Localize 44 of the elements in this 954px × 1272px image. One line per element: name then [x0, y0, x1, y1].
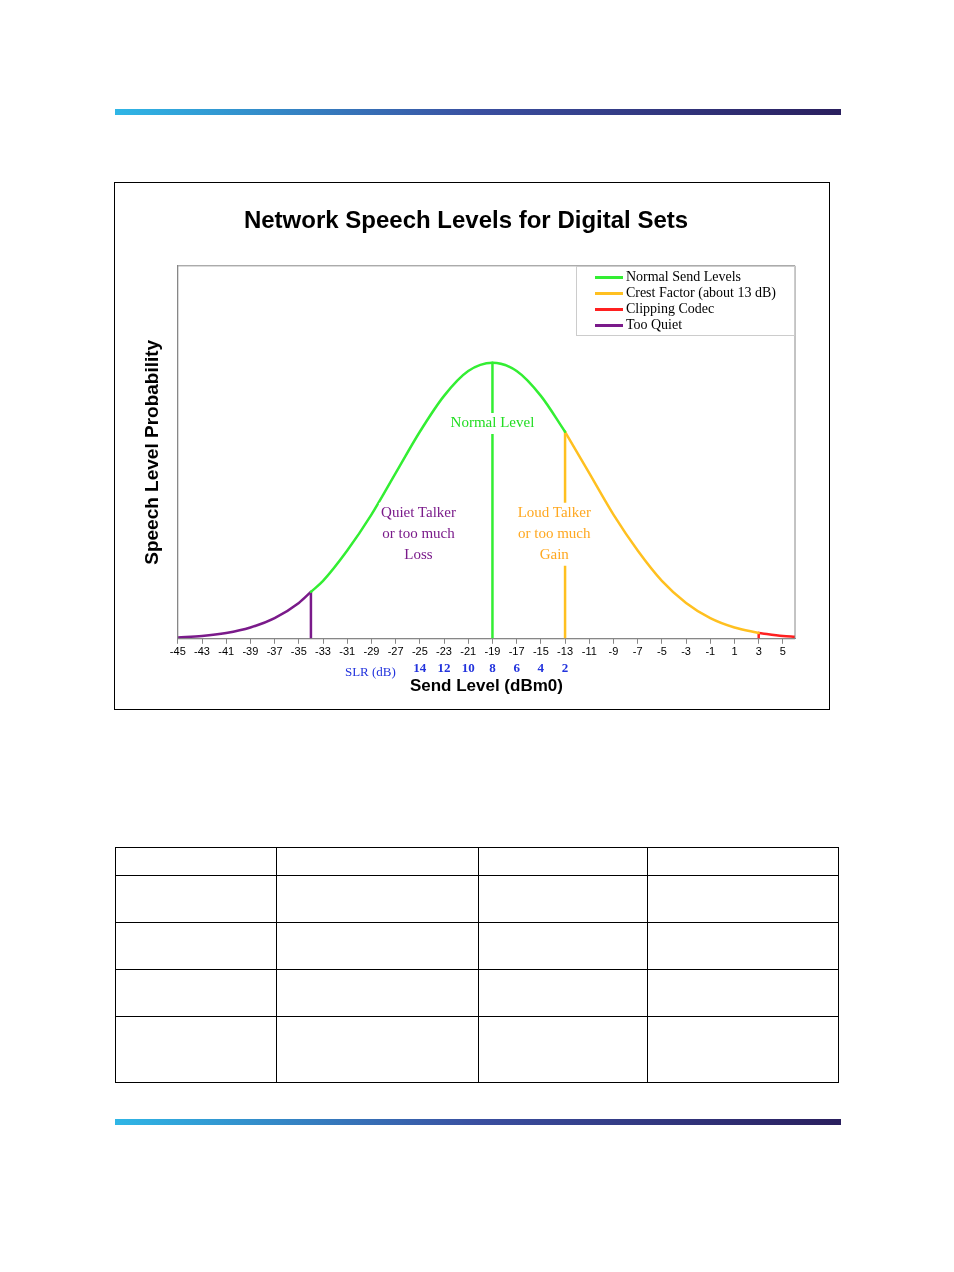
chart-title: Network Speech Levels for Digital Sets	[243, 206, 689, 234]
x-tick-label: -37	[266, 645, 283, 658]
x2-tick-label: 4	[537, 660, 545, 676]
x2-tick-label: 2	[561, 660, 569, 676]
x-tick-label: -45	[169, 645, 186, 658]
x-tick-label: -1	[705, 645, 716, 658]
x-tick-label: -5	[656, 645, 667, 658]
x-tick-label: -25	[411, 645, 428, 658]
legend-label: Normal Send Levels	[625, 268, 741, 284]
x2-tick-label: 12	[437, 660, 451, 676]
x-tick-label: -29	[363, 645, 380, 658]
annotation: Quiet Talker or too much Loss	[381, 504, 456, 563]
x2-tick-label: 14	[413, 660, 427, 676]
x-tick-label: -43	[194, 645, 210, 658]
x-axis-title: Send Level (dBm0)	[409, 676, 563, 696]
x-tick-label: -35	[290, 645, 307, 658]
x-tick-label: -33	[315, 645, 331, 658]
x-tick-label: -15	[532, 645, 549, 658]
x-tick-label: -13	[557, 645, 574, 658]
x-tick-label: -17	[508, 645, 525, 658]
x-tick-label: -9	[608, 645, 619, 658]
legend-label: Clipping Codec	[625, 300, 715, 316]
x2-tick-label: 10	[461, 660, 475, 676]
x-tick-label: 3	[755, 645, 762, 658]
x2-axis-title: SLR (dB)	[344, 663, 396, 679]
x-tick-label: -11	[581, 645, 597, 658]
x-tick-label: -19	[484, 645, 501, 658]
x-tick-label: -41	[218, 645, 235, 658]
y-axis-title: Speech Level Probability	[140, 339, 162, 565]
legend-label: Too Quiet	[625, 316, 683, 332]
x-tick-label: 5	[779, 645, 786, 658]
x-tick-label: -31	[339, 645, 356, 658]
x-tick-label: -23	[436, 645, 452, 658]
x-tick-label: -27	[387, 645, 404, 658]
x-tick-label: -7	[632, 645, 643, 658]
x-tick-label: -3	[681, 645, 691, 658]
x2-tick-label: 8	[489, 660, 497, 676]
x-tick-label: -39	[242, 645, 259, 658]
annotation: Loud Talker or too much Gain	[517, 504, 592, 563]
x-tick-label: -21	[460, 645, 477, 658]
legend-label: Crest Factor (about 13 dB)	[625, 284, 776, 300]
annotation: Normal Level	[450, 414, 535, 431]
x2-tick-label: 6	[513, 660, 521, 676]
x-tick-label: 1	[731, 645, 738, 658]
